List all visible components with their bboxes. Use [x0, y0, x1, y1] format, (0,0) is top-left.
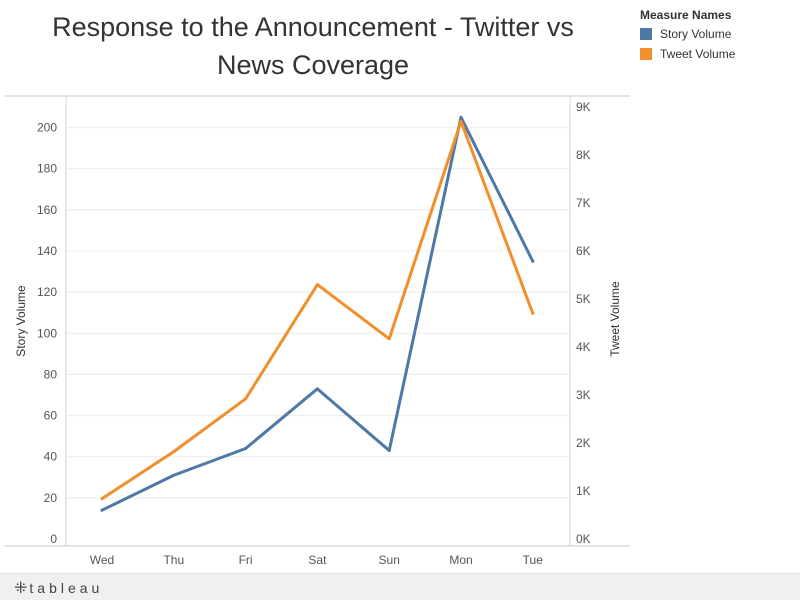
- x-tick-label: Mon: [449, 553, 472, 567]
- y-tick-label: 100: [37, 326, 57, 340]
- legend-item-story-volume[interactable]: Story Volume: [640, 24, 790, 44]
- y-tick-label: 140: [37, 244, 57, 258]
- y2-tick-label: 4K: [576, 340, 591, 354]
- x-tick-label: Thu: [163, 553, 184, 567]
- y2-tick-label: 1K: [576, 484, 591, 498]
- legend-swatch-tweet-volume: [640, 48, 652, 60]
- y2-tick-label: 2K: [576, 436, 591, 450]
- y-tick-label: 80: [44, 367, 58, 381]
- y-tick-label: 180: [37, 162, 57, 176]
- y-axis-title: Story Volume: [14, 285, 28, 357]
- data-point-story-volume[interactable]: [244, 446, 248, 450]
- chart-title: Response to the Announcement - Twitter v…: [52, 12, 574, 80]
- y2-tick-label: 0K: [576, 532, 591, 546]
- legend-label: Story Volume: [660, 27, 732, 41]
- data-point-story-volume[interactable]: [315, 387, 319, 391]
- tableau-logo[interactable]: ⁜ tableau: [14, 578, 103, 598]
- y2-tick-label: 3K: [576, 388, 591, 402]
- line-chart: 0 20 40 60 80 100 120 140 160 180 200 0K 1K 2K 3K 4K 5K 6…: [4, 95, 630, 567]
- legend: Measure Names Story Volume Tweet Volume: [640, 6, 790, 64]
- x-tick-label: Tue: [523, 553, 544, 567]
- y2-tick-label: 7K: [576, 196, 591, 210]
- x-tick-label: Wed: [90, 553, 114, 567]
- data-point-story-volume[interactable]: [172, 473, 176, 477]
- data-point-story-volume[interactable]: [100, 508, 104, 512]
- data-point-tweet-volume[interactable]: [244, 397, 248, 401]
- data-point-tweet-volume[interactable]: [100, 497, 104, 501]
- y2-tick-label: 6K: [576, 244, 591, 258]
- tableau-logo-icon: ⁜: [14, 580, 28, 597]
- y-tick-label: 120: [37, 285, 57, 299]
- data-point-story-volume[interactable]: [387, 449, 391, 453]
- y2-tick-label: 8K: [576, 148, 591, 162]
- legend-title: Measure Names: [640, 8, 732, 22]
- data-point-tweet-volume[interactable]: [531, 311, 535, 315]
- data-point-tweet-volume[interactable]: [315, 283, 319, 287]
- y2-tick-label: 9K: [576, 100, 591, 114]
- y-tick-label: 40: [44, 450, 58, 464]
- y-tick-label: 20: [44, 491, 58, 505]
- x-tick-label: Sat: [308, 553, 327, 567]
- data-point-story-volume[interactable]: [531, 259, 535, 263]
- x-tick-label: Sun: [379, 553, 400, 567]
- y-tick-label: 200: [37, 121, 57, 135]
- data-point-story-volume[interactable]: [459, 115, 463, 119]
- x-tick-label: Fri: [239, 553, 253, 567]
- series-line-story-volume[interactable]: [100, 115, 535, 512]
- data-point-tweet-volume[interactable]: [387, 337, 391, 341]
- legend-swatch-story-volume: [640, 28, 652, 40]
- series-line-tweet-volume[interactable]: [100, 119, 535, 501]
- y2-tick-label: 5K: [576, 292, 591, 306]
- data-point-tweet-volume[interactable]: [459, 119, 463, 123]
- tableau-logo-text: tableau: [29, 580, 104, 596]
- footer-bar: ⁜ tableau: [0, 573, 800, 600]
- y-tick-label: 60: [44, 409, 58, 423]
- data-point-tweet-volume[interactable]: [172, 450, 176, 454]
- y-tick-label: 0: [50, 532, 57, 546]
- legend-item-tweet-volume[interactable]: Tweet Volume: [640, 44, 790, 64]
- legend-label: Tweet Volume: [660, 47, 736, 61]
- y-tick-label: 160: [37, 203, 57, 217]
- y2-axis-title: Tweet Volume: [608, 281, 622, 357]
